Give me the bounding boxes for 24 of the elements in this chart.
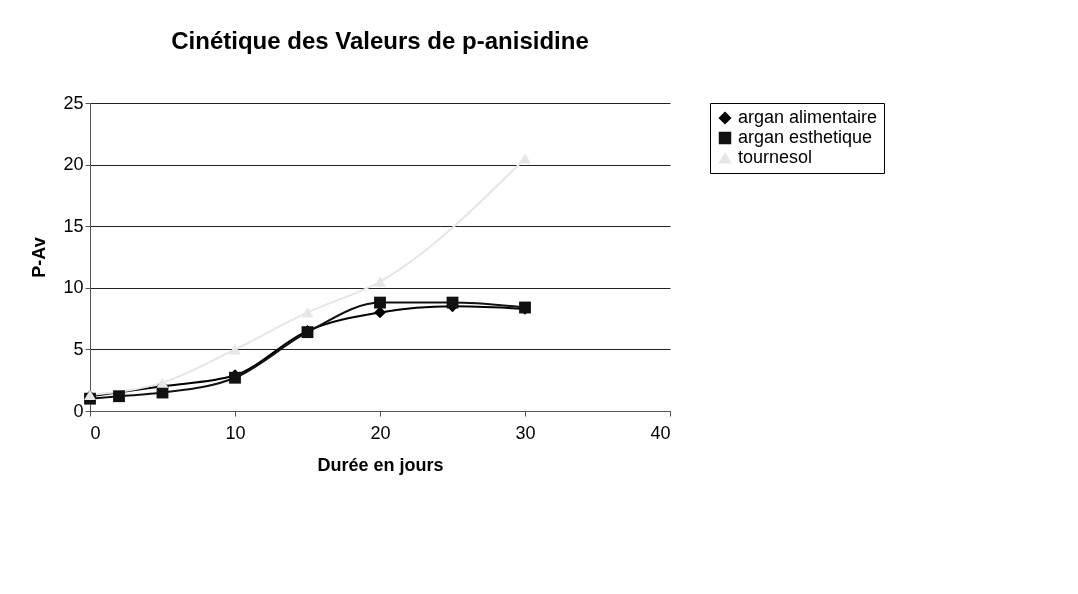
point <box>229 344 241 355</box>
x-axis-title: Durée en jours <box>317 454 444 475</box>
legend-label: tournesol <box>738 147 813 167</box>
point <box>519 153 531 164</box>
y-tick-label: 15 <box>63 215 84 236</box>
point <box>156 377 169 388</box>
y-tick-label: 25 <box>63 92 84 113</box>
point <box>113 390 125 403</box>
x-tick-label: 30 <box>515 422 536 443</box>
y-axis-title: P-Av <box>29 237 50 278</box>
y-tick-label: 20 <box>63 154 84 175</box>
legend-label: argan alimentaire <box>738 107 878 127</box>
x-tick-label: 20 <box>370 422 391 443</box>
point <box>374 296 386 309</box>
chart-title: Cinétique des Valeurs de p-anisidine <box>171 27 589 54</box>
y-tick-label: 10 <box>63 277 84 298</box>
point <box>374 276 386 287</box>
point <box>301 307 314 318</box>
legend-label: argan esthetique <box>738 127 873 147</box>
y-tick-label: 0 <box>73 400 84 421</box>
x-tick-label: 0 <box>90 422 101 443</box>
x-tick-label: 40 <box>650 422 671 443</box>
x-tick-label: 10 <box>225 422 246 443</box>
y-tick-label: 5 <box>73 338 84 359</box>
